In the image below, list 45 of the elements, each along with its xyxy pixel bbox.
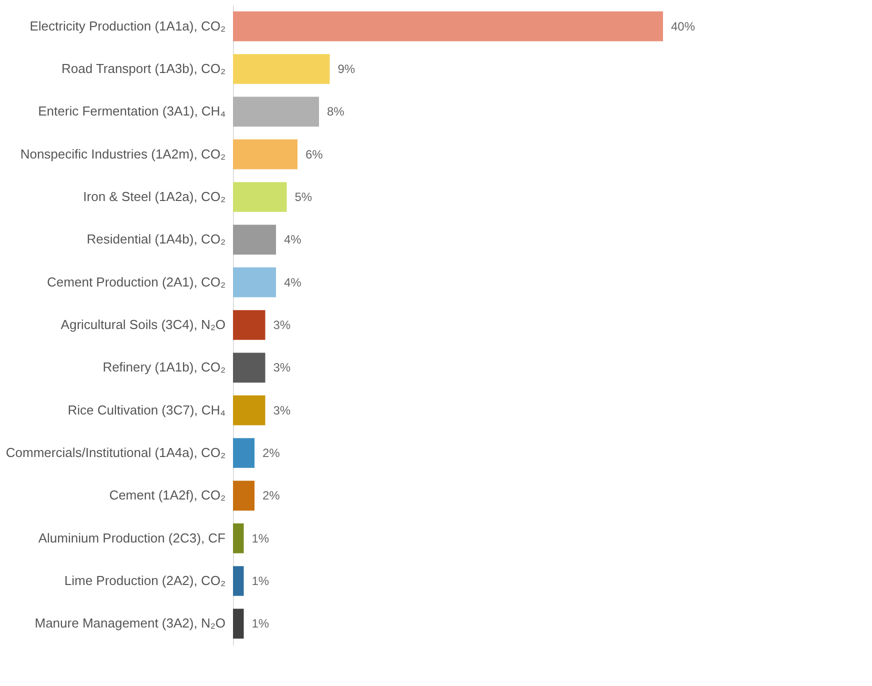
bar <box>233 608 244 639</box>
data-label: 4% <box>284 275 302 290</box>
y-tick-label: Iron & Steel (1A2a), CO₂ <box>83 189 226 204</box>
data-label: 9% <box>338 62 356 76</box>
data-label: 2% <box>262 488 280 503</box>
bar <box>233 96 319 127</box>
y-tick-label: Lime Production (2A2), CO₂ <box>64 573 226 588</box>
bar <box>233 523 244 554</box>
bar <box>233 11 663 42</box>
bar <box>233 310 266 340</box>
data-label: 6% <box>306 147 324 162</box>
bar <box>233 224 276 255</box>
data-label: 2% <box>262 446 280 460</box>
y-tick-label: Aluminium Production (2C3), CF <box>38 530 226 546</box>
y-tick-label: Nonspecific Industries (1A2m), CO₂ <box>20 146 226 162</box>
data-label: 5% <box>294 190 312 204</box>
bar <box>233 395 266 426</box>
y-tick-label: Enteric Fermentation (3A1), CH₄ <box>38 104 226 119</box>
bar <box>233 352 266 383</box>
data-label: 4% <box>284 232 302 247</box>
bar <box>233 566 244 596</box>
bar <box>233 139 298 170</box>
bar <box>233 480 254 511</box>
data-label: 40% <box>671 19 696 34</box>
y-tick-label: Agricultural Soils (3C4), N₂O <box>60 317 226 332</box>
data-label: 8% <box>327 104 345 119</box>
data-label: 3% <box>273 318 291 332</box>
y-tick-label: Manure Management (3A2), N₂O <box>34 616 226 631</box>
y-tick-label: Residential (1A4b), CO₂ <box>86 232 226 247</box>
bar <box>233 182 287 212</box>
data-label: 3% <box>273 360 291 375</box>
bar <box>233 438 254 468</box>
y-tick-label: Cement Production (2A1), CO₂ <box>47 274 226 290</box>
data-label: 3% <box>273 403 291 418</box>
y-tick-label: Electricity Production (1A1a), CO₂ <box>30 18 226 34</box>
y-tick-label: Rice Cultivation (3C7), CH₄ <box>68 402 226 418</box>
y-tick-label: Cement (1A2f), CO₂ <box>109 488 226 503</box>
y-tick-label: Refinery (1A1b), CO₂ <box>102 360 226 375</box>
y-tick-label: Road Transport (1A3b), CO₂ <box>61 61 226 76</box>
data-label: 1% <box>252 531 270 546</box>
bar <box>233 54 330 84</box>
data-label: 1% <box>252 574 270 588</box>
data-label: 1% <box>252 616 270 631</box>
y-tick-label: Commercials/Institutional (1A4a), CO₂ <box>6 445 226 460</box>
bar <box>233 267 276 298</box>
